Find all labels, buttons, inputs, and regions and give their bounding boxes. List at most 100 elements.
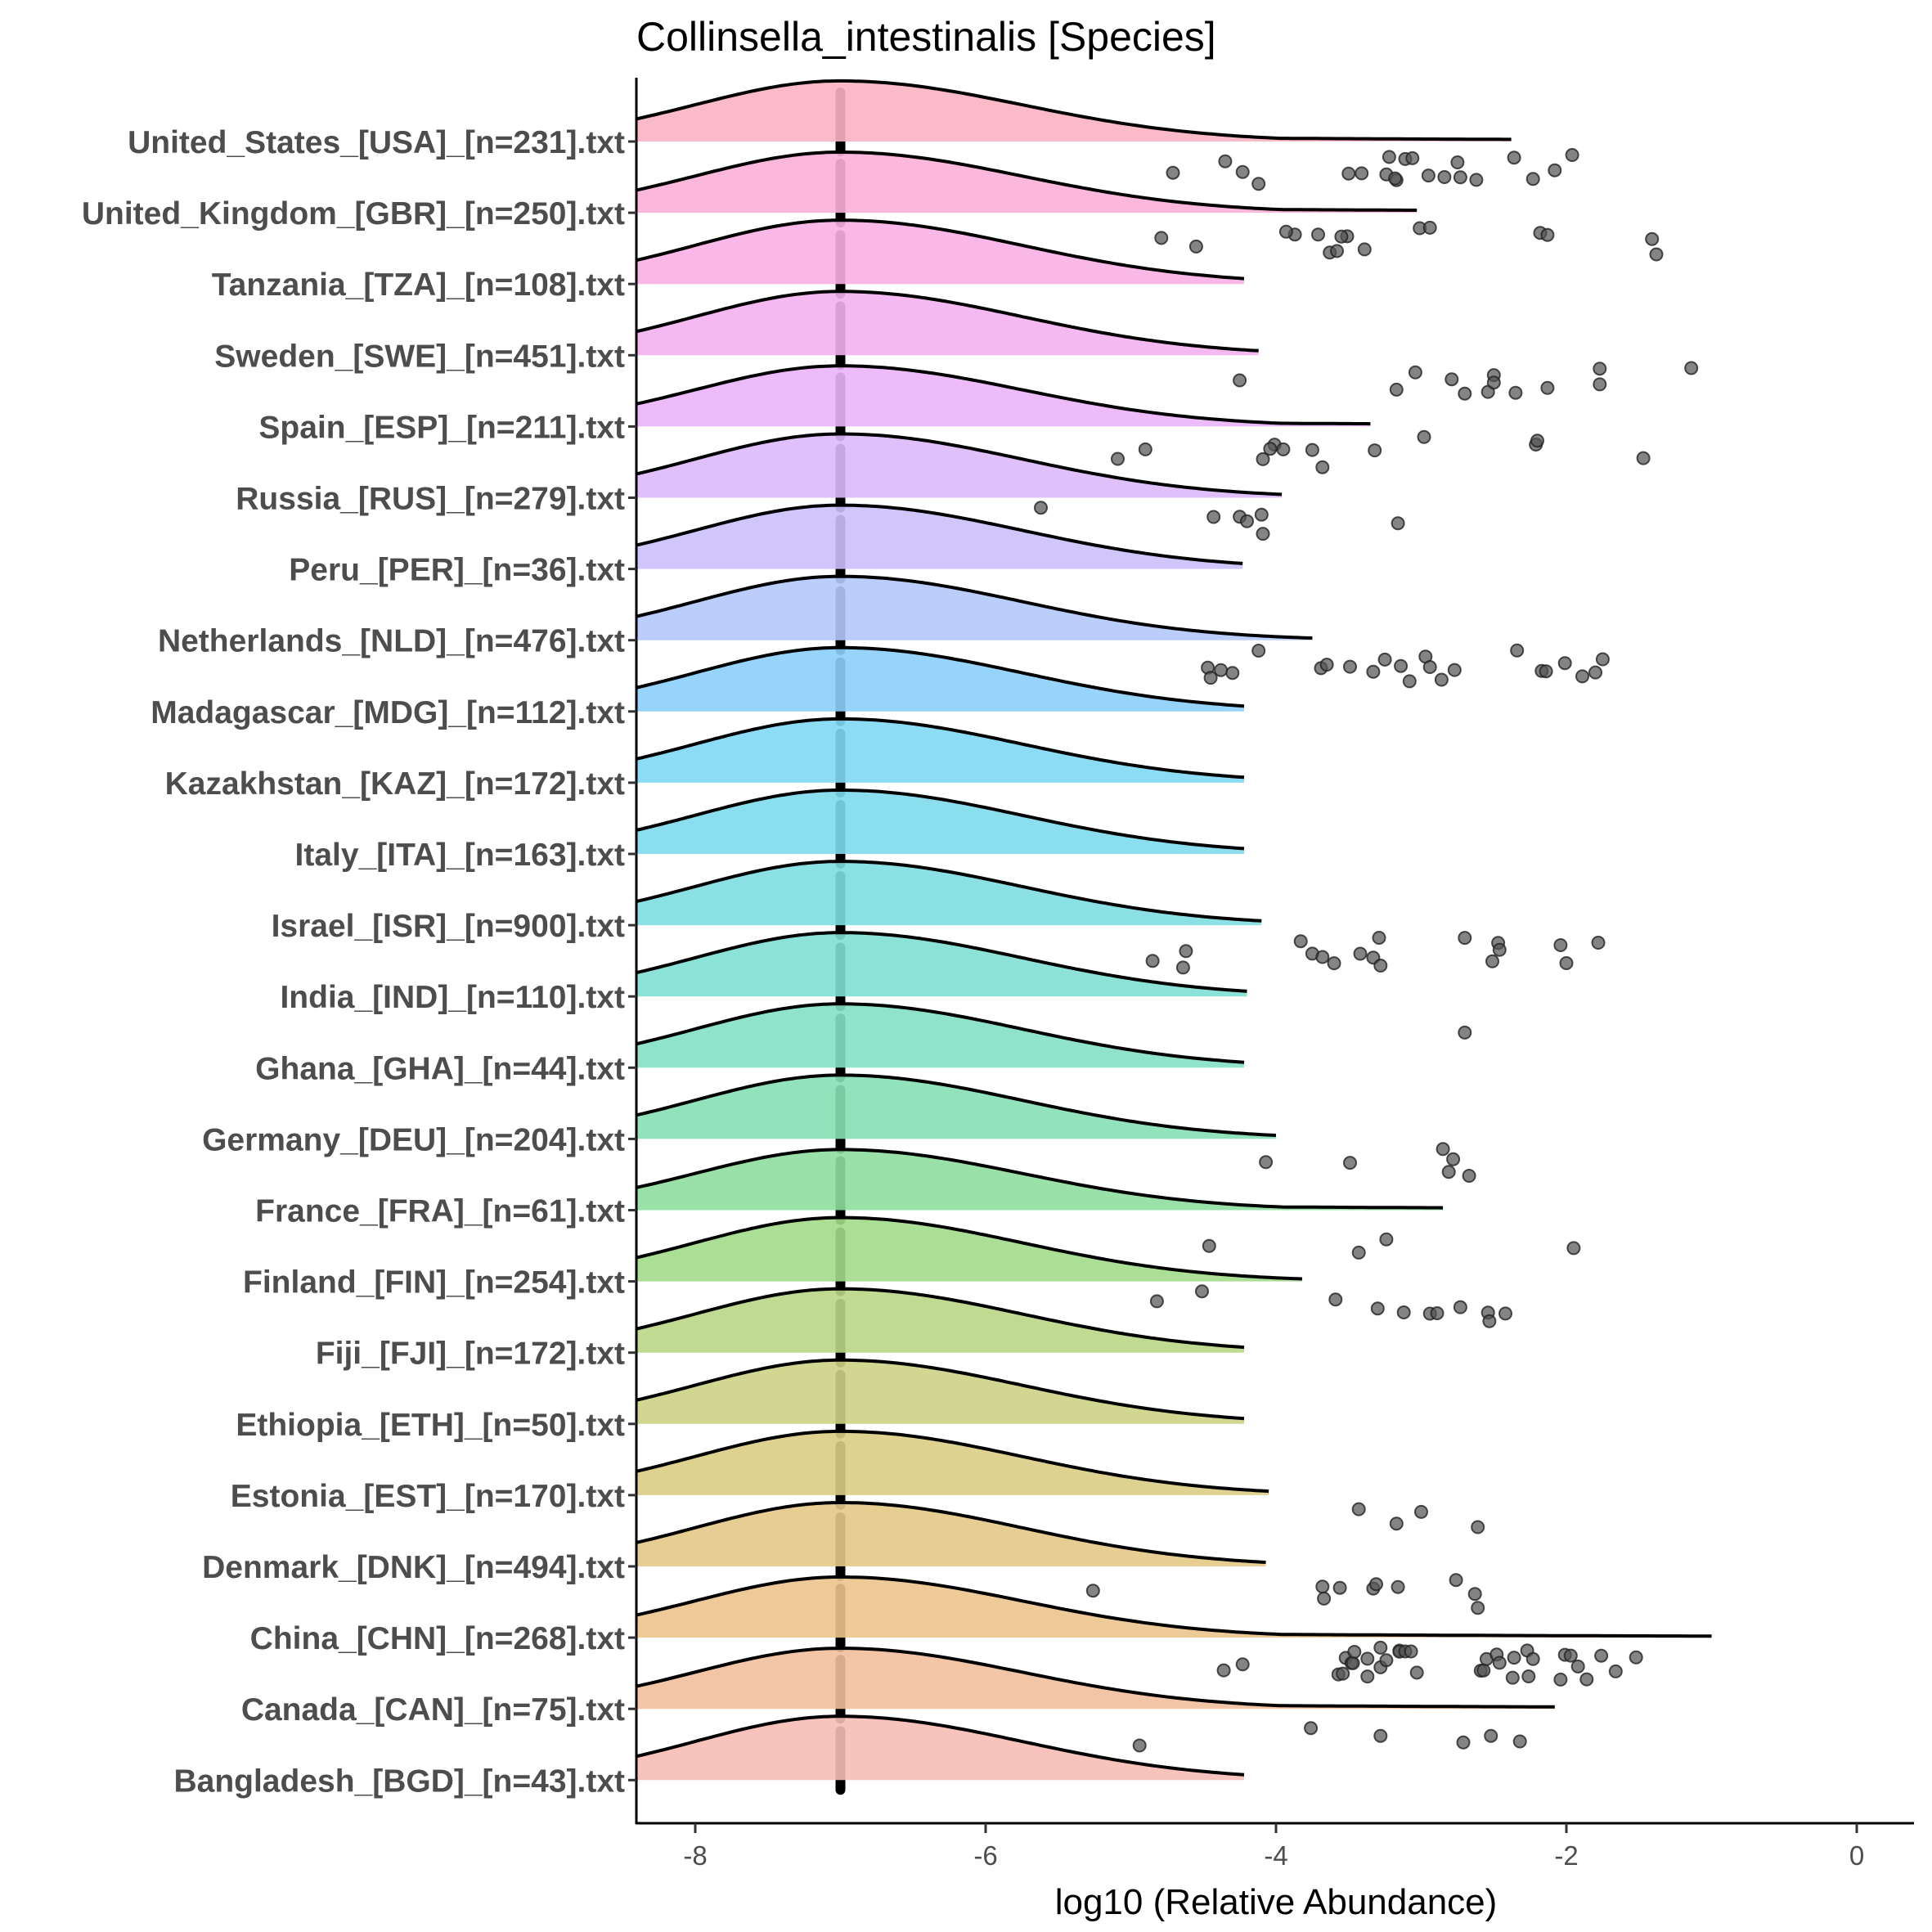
data-point: [1235, 1657, 1250, 1672]
density-outline: [636, 1215, 1302, 1281]
data-point: [1254, 507, 1269, 522]
density-area: [636, 1288, 1244, 1353]
data-point: [1563, 1648, 1578, 1663]
data-point: [1330, 244, 1344, 258]
data-point: [1575, 669, 1589, 684]
data-point: [1360, 1651, 1375, 1666]
data-point: [1437, 170, 1452, 184]
data-point: [1453, 1300, 1467, 1314]
density-area: [636, 861, 1262, 926]
data-point: [1263, 442, 1278, 456]
data-point: [1145, 954, 1160, 968]
data-point: [1467, 1587, 1482, 1602]
y-tick-label: Netherlands_[NLD]_[n=476].txt: [158, 624, 625, 659]
density-outline: [636, 79, 1512, 142]
density-outline: [636, 717, 1245, 780]
data-point: [1405, 151, 1420, 165]
data-point: [1453, 170, 1467, 185]
data-point: [1434, 672, 1449, 687]
data-point: [1179, 944, 1193, 959]
data-point: [1334, 229, 1349, 244]
data-point: [1417, 429, 1431, 444]
y-tick-label: Spain_[ESP]_[n=211].txt: [258, 410, 625, 445]
chart-title: Collinsella_intestinalis [Species]: [636, 14, 1216, 60]
data-point: [1353, 946, 1368, 961]
data-point: [1034, 501, 1048, 515]
data-point: [1315, 460, 1330, 474]
data-point: [1559, 956, 1574, 970]
density-outline: [636, 364, 1371, 426]
data-point: [1240, 514, 1254, 528]
data-point: [1276, 442, 1291, 456]
data-point: [1351, 1245, 1366, 1260]
data-point: [1396, 1305, 1411, 1319]
density-area: [636, 1503, 1266, 1566]
data-point: [1471, 1601, 1485, 1615]
y-tick-label: Finland_[FIN]_[n=254].txt: [243, 1265, 625, 1301]
data-point: [1579, 1672, 1594, 1687]
data-point: [1593, 362, 1607, 376]
data-point: [1319, 658, 1334, 672]
data-point: [1233, 373, 1247, 388]
data-point: [1441, 1165, 1456, 1179]
data-point: [1304, 1721, 1319, 1736]
data-point: [1484, 1728, 1498, 1743]
data-point: [1458, 386, 1472, 401]
data-point: [1132, 1738, 1147, 1753]
y-axis-labels: United_States_[USA]_[n=231].txt United_Ki…: [82, 125, 636, 1799]
density-outline: [636, 432, 1283, 496]
data-point: [1206, 510, 1221, 524]
data-point: [1540, 380, 1555, 395]
data-point: [1505, 1670, 1520, 1685]
data-point: [1591, 936, 1606, 950]
y-tick-label: United_Kingdom_[GBR]_[n=250].txt: [82, 196, 625, 231]
data-point: [1195, 1284, 1209, 1299]
data-point: [1462, 1169, 1476, 1183]
data-point: [1111, 452, 1125, 466]
density-area: [636, 932, 1247, 997]
density-area: [636, 505, 1243, 569]
x-axis: -8 -6 -4 -2 0: [636, 1822, 1914, 1871]
density-area: [636, 80, 1512, 142]
data-point: [1629, 1650, 1643, 1665]
density-outline: [636, 645, 1245, 708]
data-point: [1166, 165, 1180, 180]
data-point: [1540, 227, 1555, 242]
data-point: [1458, 931, 1472, 946]
data-point: [1370, 1301, 1385, 1316]
data-point: [1566, 1241, 1581, 1256]
data-point: [1379, 1232, 1394, 1247]
y-tick-label: Canada_[CAN]_[n=75].txt: [241, 1692, 625, 1728]
density-area: [636, 718, 1244, 783]
density-outline: [636, 860, 1262, 923]
data-point: [1414, 1504, 1428, 1519]
data-point: [1346, 1656, 1360, 1670]
density-outline: [636, 1429, 1269, 1494]
data-point: [1525, 1651, 1540, 1666]
x-tick-label: 0: [1849, 1840, 1864, 1871]
data-point: [1360, 1669, 1375, 1684]
data-point: [1293, 934, 1308, 949]
data-point: [1366, 664, 1381, 679]
data-point: [1368, 443, 1382, 458]
x-tick-label: -2: [1554, 1840, 1578, 1871]
data-point: [1492, 1656, 1507, 1670]
y-tick-label: United_States_[USA]_[n=231].txt: [128, 125, 625, 160]
data-point: [1202, 1238, 1216, 1253]
data-point: [1256, 452, 1270, 466]
y-tick-label: Madagascar_[MDG]_[n=112].txt: [151, 695, 625, 730]
density-outline: [636, 1002, 1245, 1064]
density-outline: [636, 574, 1313, 640]
data-point: [1570, 1659, 1585, 1674]
data-point: [1469, 173, 1484, 187]
data-point: [1409, 1665, 1424, 1680]
data-point: [1251, 644, 1266, 658]
density-area: [636, 1431, 1269, 1495]
data-point: [1539, 664, 1553, 679]
density-outline: [636, 503, 1243, 565]
data-point: [1507, 1651, 1521, 1665]
data-point: [1149, 1294, 1164, 1309]
data-point: [1315, 950, 1330, 964]
density-area: [636, 1648, 1555, 1710]
